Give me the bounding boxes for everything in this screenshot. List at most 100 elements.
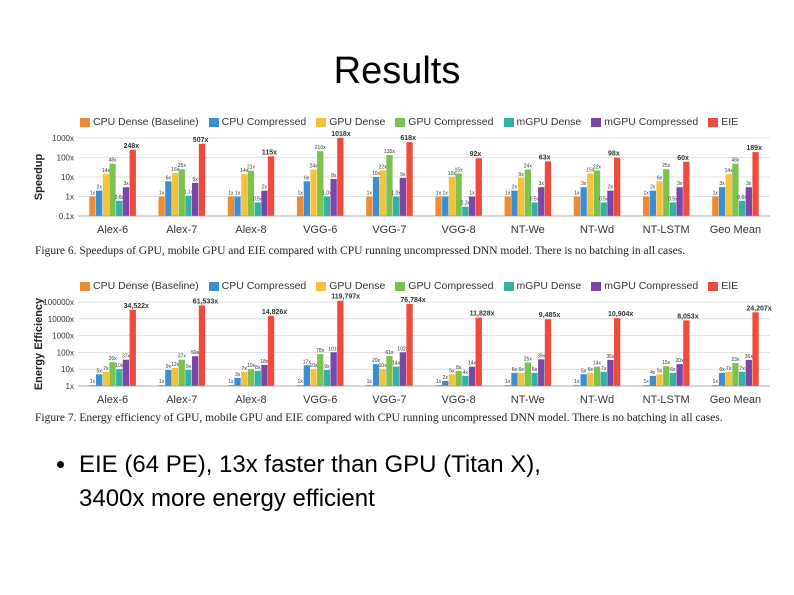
legend-label: mGPU Dense xyxy=(516,116,582,128)
data-label: 8,053x xyxy=(677,313,699,320)
bar-nt-lstm-gpu-dense xyxy=(656,181,663,216)
data-label: 0.5x xyxy=(668,196,678,202)
y-tick-label: 100x xyxy=(57,154,74,163)
bar-nt-wd-mgpu-dense xyxy=(600,371,607,386)
bar-alex-6-mgpu-dense xyxy=(116,200,123,216)
bar-alex-6-eie xyxy=(129,149,136,216)
data-label: 2x xyxy=(608,185,614,191)
data-label: 1x xyxy=(505,379,511,385)
data-label: 60x xyxy=(677,155,689,162)
legend-label: mGPU Dense xyxy=(516,280,582,292)
bar-vgg-8-cpu-dense-baseline xyxy=(435,385,442,386)
legend-label: mGPU Compressed xyxy=(604,280,699,292)
data-label: 6x xyxy=(657,175,663,181)
legend-swatch xyxy=(316,117,327,127)
bullet-line-2: 3400x more energy efficient xyxy=(79,485,375,512)
y-tick-label: 1x xyxy=(66,382,74,391)
legend-label: CPU Compressed xyxy=(221,280,307,292)
x-tick-label: Alex-6 xyxy=(97,224,128,236)
legend-swatch xyxy=(708,117,719,127)
bar-vgg-7-eie xyxy=(406,142,413,216)
data-label: 3x xyxy=(677,181,683,187)
x-tick-label: NT-We xyxy=(511,394,545,406)
bar-nt-lstm-cpu-dense-baseline xyxy=(643,196,650,216)
data-label: 3x xyxy=(746,181,752,187)
legend-label: CPU Dense (Baseline) xyxy=(93,280,199,292)
bar-alex-7-cpu-compressed xyxy=(165,181,172,216)
data-label: 9x xyxy=(166,364,172,370)
legend-label: GPU Compressed xyxy=(408,116,494,128)
data-label: 1x xyxy=(643,379,649,385)
bar-nt-wd-gpu-dense xyxy=(587,372,594,386)
x-tick-label: VGG-8 xyxy=(441,394,475,406)
bar-alex-7-gpu-compressed xyxy=(178,169,185,216)
data-label: 15x xyxy=(662,360,671,366)
bar-nt-we-mgpu-dense xyxy=(531,372,538,386)
bar-nt-wd-cpu-compressed xyxy=(580,374,587,386)
x-tick-label: Alex-7 xyxy=(166,394,197,406)
figure6-caption: Figure 6. Speedups of GPU, mobile GPU an… xyxy=(35,245,686,257)
bar-nt-lstm-mgpu-dense xyxy=(669,202,677,216)
bar-vgg-7-eie xyxy=(406,303,413,386)
bar-vgg-7-gpu-dense xyxy=(379,369,386,386)
data-label: 189x xyxy=(746,145,762,152)
legend-swatch xyxy=(591,117,602,127)
x-tick-label: VGG-7 xyxy=(372,394,406,406)
data-label: 2x xyxy=(262,185,268,191)
data-label: 1.0x xyxy=(322,191,332,197)
bar-geo-mean-mgpu-compressed xyxy=(745,187,752,216)
bar-vgg-6-cpu-compressed xyxy=(303,181,310,216)
data-label: 48x xyxy=(731,158,740,164)
data-label: 2x xyxy=(97,185,103,191)
bar-alex-6-gpu-dense xyxy=(102,371,110,386)
bar-geo-mean-gpu-compressed xyxy=(732,163,739,216)
energy-efficiency-chart: Energy Efficiency 100000x 10000x 1000x 100x 1… xyxy=(0,292,794,410)
data-label: 0.6x xyxy=(737,195,747,201)
data-label: 102x xyxy=(397,346,408,352)
bar-nt-wd-eie xyxy=(614,318,621,386)
legend-swatch xyxy=(208,281,219,291)
bar-nt-lstm-cpu-compressed xyxy=(649,190,656,216)
data-label: 1x xyxy=(713,379,719,385)
bar-vgg-7-cpu-dense-baseline xyxy=(366,196,373,216)
legend-swatch xyxy=(80,281,90,291)
x-tick-label: VGG-7 xyxy=(372,224,406,236)
legend-item-mgpu-compressed: mGPU Compressed xyxy=(591,116,698,128)
data-label: 1018x xyxy=(331,131,351,138)
bar-alex-8-gpu-dense xyxy=(241,371,248,386)
bar-alex-7-cpu-dense-baseline xyxy=(158,385,165,386)
data-label: 507x xyxy=(193,137,209,144)
bar-nt-wd-mgpu-compressed xyxy=(607,359,614,386)
data-label: 3x xyxy=(581,181,587,187)
data-label: 7x xyxy=(726,366,732,372)
data-label: 48x xyxy=(109,158,118,164)
data-label: 3x xyxy=(719,181,725,187)
data-label: 1x xyxy=(469,191,475,197)
data-label: 37x xyxy=(178,354,187,360)
y-tick-label: 1000x xyxy=(52,332,74,341)
legend-swatch xyxy=(503,281,514,291)
legend-item-gpu-compressed: GPU Compressed xyxy=(395,116,494,128)
legend-item-gpu-dense: GPU Dense xyxy=(316,116,385,128)
bar-alex-8-cpu-dense-baseline xyxy=(227,196,235,216)
x-tick-label: Alex-6 xyxy=(97,394,128,406)
data-label: 1x xyxy=(436,191,442,197)
chart-svg: Speedup1000x100x10x1x0.1x1x2x14x48x0.6x3… xyxy=(33,131,770,236)
bar-nt-wd-gpu-compressed xyxy=(593,366,601,386)
data-label: 9,485x xyxy=(539,312,561,319)
bar-nt-we-gpu-compressed xyxy=(524,362,531,386)
bar-alex-6-eie xyxy=(129,309,136,386)
data-label: 14x xyxy=(725,168,734,174)
data-label: 10,904x xyxy=(608,311,633,318)
bar-alex-7-cpu-dense-baseline xyxy=(158,196,165,216)
data-label: 2x xyxy=(443,375,449,381)
bar-nt-wd-gpu-compressed xyxy=(593,170,601,216)
x-tick-label: Geo Mean xyxy=(710,394,761,406)
bar-vgg-8-mgpu-dense xyxy=(462,375,469,386)
bar-nt-wd-mgpu-dense xyxy=(600,202,607,216)
data-label: 14x xyxy=(392,361,401,367)
data-label: 0.3x xyxy=(461,201,471,207)
y-tick-label: 10x xyxy=(61,173,74,182)
bar-vgg-6-cpu-compressed xyxy=(303,365,310,386)
data-label: 10x xyxy=(309,363,318,369)
